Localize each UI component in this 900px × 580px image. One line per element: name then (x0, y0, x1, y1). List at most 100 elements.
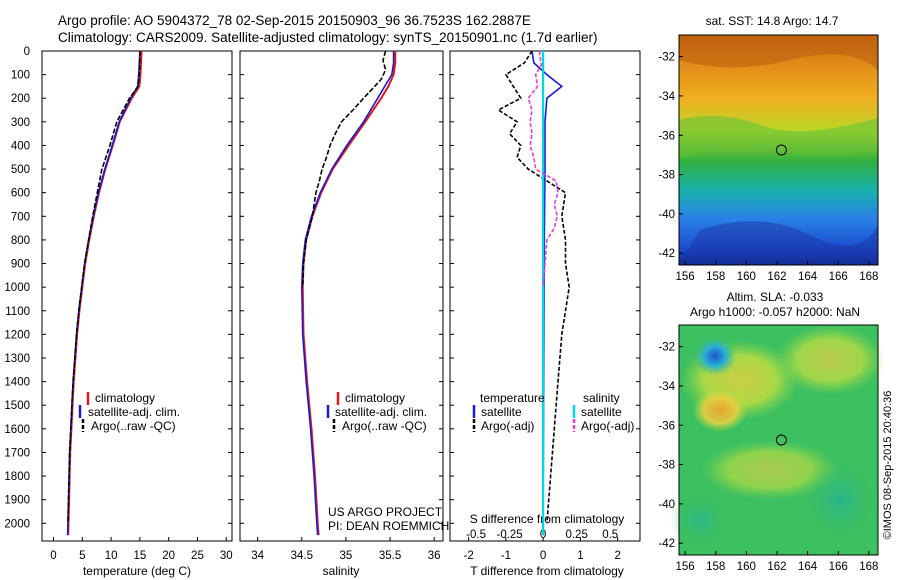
legend-label: climatology (345, 391, 405, 405)
x-tick-label: 35 (340, 550, 353, 562)
x-tick-label: 34 (251, 550, 264, 562)
depth-tick-label: 1500 (4, 400, 30, 412)
sla-high (692, 388, 748, 432)
temperature-panel-frame (41, 50, 233, 542)
temperature-xlabel: temperature (deg C) (83, 564, 191, 578)
sst-map (678, 34, 879, 266)
map-lat-label: -34 (658, 91, 675, 103)
map-lat-label: -40 (658, 499, 675, 511)
depth-tick-label: 1700 (4, 447, 30, 459)
legend-label: satellite-adj. clim. (335, 405, 427, 419)
argo-position-marker (775, 144, 787, 156)
depth-tick-label: 1900 (4, 495, 30, 507)
legend-label: climatology (95, 391, 155, 405)
map-lon-label: 158 (706, 561, 725, 573)
sla-eddy-low (693, 336, 737, 376)
map-lat-label: -36 (658, 130, 675, 142)
legend-label: satellite-adj. clim. (88, 405, 180, 419)
difference-legend: temperature satellite Argo(-adj) salinit… (472, 391, 634, 433)
series-line-argo-raw-qc- (301, 51, 387, 288)
map-lon-label: 162 (767, 271, 786, 283)
map-lon-label: 162 (767, 561, 786, 573)
depth-tick-label: 400 (11, 140, 30, 152)
legend-title-salinity: salinity (583, 391, 620, 405)
depth-tick-label: 700 (11, 211, 30, 223)
map-lon-label: 164 (798, 271, 818, 283)
s-tick-label: -0.25 (496, 529, 522, 541)
depth-tick-label: 1600 (4, 424, 30, 436)
salinity-legend: climatology satellite-adj. clim. Argo(..… (326, 391, 449, 533)
sst-cold-patch (679, 221, 878, 265)
legend-label: satellite (581, 405, 622, 419)
map-lon-label: 164 (798, 561, 818, 573)
depth-tick-label: 100 (11, 70, 30, 82)
depth-tick-label: 1000 (4, 282, 30, 294)
sla-map-axes: 156 158 160 162 164 166 168 -32 -34 -36 -38 -40 -42 (658, 342, 878, 573)
header-line-1: Argo profile: AO 5904372_78 02-Sep-2015 … (58, 13, 531, 28)
map-lat-label: -42 (658, 538, 675, 550)
depth-tick-label: 1100 (5, 306, 30, 318)
x-tick-label: 30 (220, 550, 233, 562)
legend-label: Argo(-adj) (581, 419, 634, 433)
map-lat-label: -36 (658, 420, 675, 432)
map-lon-label: 158 (706, 271, 725, 283)
argo-position-marker (775, 434, 787, 446)
x-tick-label: 2 (614, 550, 620, 562)
series-line-satellite-adj-clim- (66, 51, 141, 536)
sst-map-title: sat. SST: 14.8 Argo: 14.7 (706, 14, 839, 28)
salinity-panel-frame (239, 50, 444, 542)
map-lat-label: -40 (658, 209, 675, 221)
depth-tick-label: 200 (11, 93, 30, 105)
depth-tick-label: 500 (11, 164, 30, 176)
depth-tick-label: 1300 (4, 353, 30, 365)
sla-low (670, 490, 730, 550)
imos-timestamp: ©IMOS 08-Sep-2015 20:40:36 (882, 391, 894, 540)
map-lon-label: 156 (676, 561, 695, 573)
legend-label: Argo(..raw -QC) (342, 419, 427, 433)
legend-title-temperature: temperature (480, 391, 545, 405)
s-tick-label: 0.5 (602, 529, 618, 541)
map-lon-label: 160 (737, 271, 756, 283)
series-line-temperature-satellite (531, 51, 564, 536)
sla-map-title-2: Argo h1000: -0.057 h2000: NaN (690, 305, 860, 319)
x-tick-label: 35.5 (379, 550, 401, 562)
difference-series (496, 51, 571, 536)
salinity-series (300, 51, 397, 536)
depth-tick-label: 300 (11, 117, 30, 129)
sst-map-frame (678, 34, 879, 266)
header-line-2: Climatology: CARS2009. Satellite-adjuste… (58, 30, 598, 45)
map-lat-label: -34 (658, 381, 675, 393)
map-lat-label: -32 (658, 52, 675, 64)
map-lon-label: 168 (859, 271, 878, 283)
sla-high (775, 325, 885, 395)
temperature-series (66, 51, 143, 536)
x-tick-label: 20 (162, 550, 175, 562)
series-line-salinity-argo-adj- (527, 51, 559, 288)
map-lon-label: 166 (829, 561, 848, 573)
sla-low (800, 455, 880, 545)
depth-tick-label: 1800 (4, 471, 30, 483)
temperature-x-axis: 0 5 10 15 20 25 30 (50, 537, 233, 562)
sla-map-frame (678, 324, 879, 556)
s-tick-label: 0.25 (565, 529, 587, 541)
difference-panel-frame (449, 50, 641, 542)
temperature-legend: climatology satellite-adj. clim. Argo(..… (78, 391, 180, 433)
map-lat-label: -38 (658, 460, 675, 472)
x-tick-label: 1 (577, 550, 583, 562)
sla-map-title-1: Altim. SLA: -0.033 (727, 290, 824, 304)
depth-tick-label: 600 (11, 188, 30, 200)
depth-tick-label: 0 (24, 46, 30, 58)
project-annotation-line-2: PI: DEAN ROEMMICH (328, 519, 449, 533)
sst-front (679, 116, 878, 160)
x-tick-label: 5 (79, 550, 85, 562)
x-tick-label: 15 (133, 550, 146, 562)
x-tick-label: -1 (501, 550, 511, 562)
x-tick-label: 34.5 (291, 550, 313, 562)
x-tick-label: -2 (464, 550, 474, 562)
series-line-argo-raw-qc- (67, 51, 141, 524)
sla-map (670, 324, 885, 556)
depth-tick-label: 900 (11, 259, 30, 271)
sst-warm-patch (679, 35, 878, 70)
project-annotation-line-1: US ARGO PROJECT (328, 505, 443, 519)
